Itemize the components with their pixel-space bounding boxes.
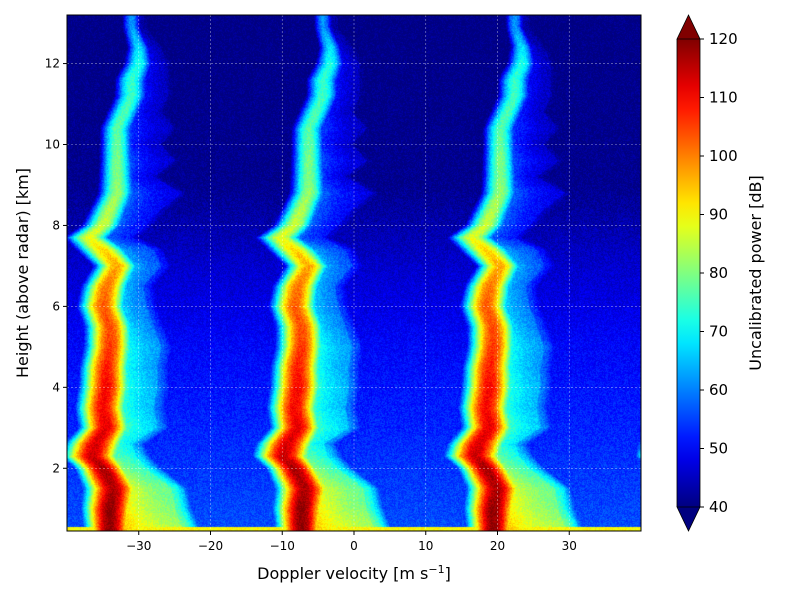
y-tick-label: 2	[52, 461, 60, 475]
y-tick-label: 12	[45, 57, 60, 71]
colorbar-tick-label: 60	[709, 381, 728, 399]
colorbar-tick-label: 70	[709, 323, 728, 341]
x-axis-label: Doppler velocity [m s−1]	[257, 563, 451, 584]
x-tick-label: 0	[350, 539, 358, 553]
x-tick-label: 10	[418, 539, 433, 553]
colorbar-outline	[676, 39, 701, 507]
x-axis: −30 −20 −10 0 10 20 30	[126, 531, 577, 553]
colorbar-tick-label: 120	[709, 30, 738, 48]
y-tick-label: 6	[52, 299, 60, 313]
x-tick-label: −30	[126, 539, 151, 553]
colorbar-tick-label: 100	[709, 147, 738, 165]
y-axis-label: Height (above radar) [km]	[13, 168, 32, 378]
colorbar-tick-label: 110	[709, 89, 738, 107]
y-tick-label: 4	[52, 380, 60, 394]
colorbar-tick-label: 50	[709, 440, 728, 458]
colorbar-ticks: 40 50 60 70 80 90 100 110 120	[700, 30, 738, 516]
x-axis-label-superscript: −1	[428, 563, 444, 576]
y-axis: 2 4 6 8 10 12	[45, 57, 67, 475]
x-tick-label: −20	[198, 539, 223, 553]
colorbar	[677, 39, 700, 507]
x-tick-label: −10	[270, 539, 295, 553]
y-tick-label: 8	[52, 218, 60, 232]
colorbar-tick-label: 90	[709, 206, 728, 224]
colorbar-extend-bottom	[676, 506, 701, 532]
colorbar-tick-label: 40	[709, 498, 728, 516]
colorbar-label: Uncalibrated power [dB]	[746, 175, 765, 370]
colorbar-extend-top	[676, 14, 701, 40]
colorbar-tick-label: 80	[709, 264, 728, 282]
grid-lines	[67, 15, 641, 531]
x-tick-label: 30	[562, 539, 577, 553]
x-tick-label: 20	[490, 539, 505, 553]
y-tick-label: 10	[45, 138, 60, 152]
